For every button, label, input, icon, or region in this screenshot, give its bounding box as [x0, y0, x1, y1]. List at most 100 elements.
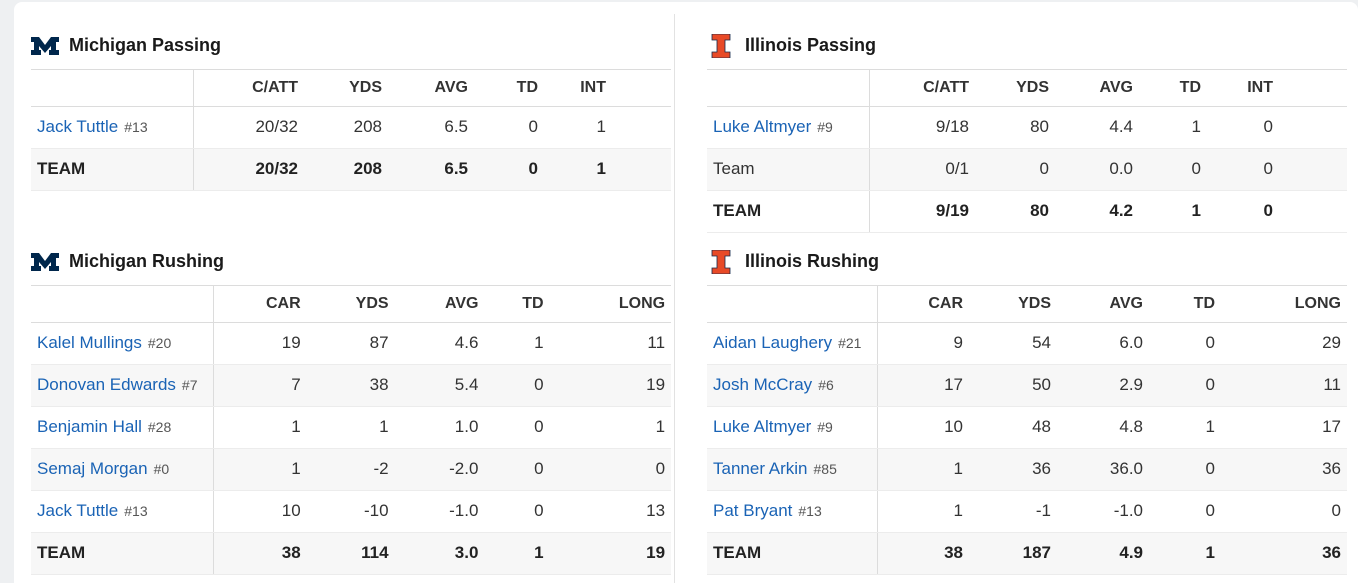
col-header: CAR [213, 286, 301, 323]
stat-cell: 0.0 [1049, 148, 1133, 191]
stat-cell: 80 [969, 106, 1049, 149]
stat-cell: 7 [213, 364, 301, 407]
team-total-row: TEAM 20/32 208 6.5 0 1 [31, 148, 671, 191]
team-label: TEAM [31, 532, 215, 575]
stat-cell: 1 [300, 406, 389, 449]
player-link[interactable]: Benjamin Hall [37, 417, 142, 436]
stat-cell: 1 [213, 448, 301, 491]
col-header: YDS [969, 70, 1049, 107]
stat-cell: 38 [877, 532, 963, 575]
col-header: C/ATT [869, 70, 969, 107]
player-link[interactable]: Jack Tuttle [37, 117, 119, 136]
team-row-label: Team [713, 159, 755, 178]
illinois-passing-table: C/ATT YDS AVG TD INT Luke Altmyer #9 9/18… [707, 70, 1347, 233]
stat-cell: 0 [969, 148, 1049, 191]
stat-cell: 1 [213, 406, 301, 449]
stat-cell: 38 [213, 532, 301, 575]
col-header: TD [478, 286, 544, 323]
stat-cell: 87 [300, 322, 389, 365]
section-title-text: Illinois Rushing [745, 251, 879, 271]
stat-cell: 3.0 [388, 532, 479, 575]
stat-cell: 1 [1143, 532, 1215, 575]
illinois-passing-title: Illinois Passing [707, 22, 1347, 70]
jersey-number: #9 [817, 119, 833, 135]
stat-cell: 187 [963, 532, 1051, 575]
stat-cell: 5.4 [388, 364, 479, 407]
stat-cell: 9/19 [869, 190, 969, 233]
stat-cell: 19 [543, 532, 666, 575]
stat-cell: 1 [538, 106, 606, 149]
stat-cell: 0 [1143, 490, 1215, 533]
col-header: TD [1143, 286, 1215, 323]
stat-cell: 1.0 [388, 406, 479, 449]
col-header: C/ATT [193, 70, 298, 107]
col-header: LONG [1215, 286, 1341, 323]
col-header: LONG [543, 286, 666, 323]
col-header: YDS [300, 286, 389, 323]
stat-cell: 0 [1133, 148, 1201, 191]
col-header: YDS [298, 70, 382, 107]
player-link[interactable]: Pat Bryant [713, 501, 793, 520]
table-row: Donovan Edwards #7 7 38 5.4 0 19 [31, 364, 671, 407]
jersey-number: #13 [798, 503, 822, 519]
stat-cell: 11 [543, 322, 666, 365]
illinois-rushing-title: Illinois Rushing [707, 238, 1347, 286]
player-link[interactable]: Donovan Edwards [37, 375, 176, 394]
player-link[interactable]: Luke Altmyer [713, 117, 812, 136]
team-total-row: TEAM 9/19 80 4.2 1 0 [707, 190, 1347, 233]
col-header: AVG [1049, 70, 1133, 107]
illinois-block-i-icon [711, 33, 731, 58]
illinois-rushing-section: Illinois Rushing CAR YDS AVG TD LONG Aid… [707, 238, 1347, 575]
stat-cell: 10 [213, 490, 301, 533]
jersey-number: #28 [147, 419, 172, 435]
stat-cell: 1 [478, 322, 544, 365]
jersey-number: #20 [147, 335, 172, 351]
team-label: TEAM [707, 532, 878, 575]
stat-cell: 20/32 [193, 148, 298, 191]
stat-cell: 48 [963, 406, 1051, 449]
team-total-row: TEAM 38 187 4.9 1 36 [707, 532, 1347, 575]
stat-cell: 0 [468, 148, 538, 191]
player-link[interactable]: Semaj Morgan [37, 459, 148, 478]
player-link[interactable]: Kalel Mullings [37, 333, 142, 352]
stat-cell: 36.0 [1051, 448, 1143, 491]
col-header: TD [1133, 70, 1201, 107]
player-link[interactable]: Tanner Arkin [713, 459, 808, 478]
michigan-rushing-title: Michigan Rushing [31, 238, 671, 286]
stat-cell: 4.8 [1051, 406, 1143, 449]
stat-cell: 6.5 [382, 148, 468, 191]
stat-cell: 0 [478, 448, 544, 491]
stat-cell: -2 [300, 448, 389, 491]
stat-cell: -1 [963, 490, 1051, 533]
stat-cell: 4.6 [388, 322, 479, 365]
stat-cell: 0 [468, 106, 538, 149]
illinois-rushing-table: CAR YDS AVG TD LONG Aidan Laughery #21 9 … [707, 286, 1347, 575]
stat-cell: 0 [1201, 190, 1273, 233]
table-row: Tanner Arkin #85 1 36 36.0 0 36 [707, 448, 1347, 491]
stat-cell: 0 [478, 490, 544, 533]
illinois-passing-section: Illinois Passing C/ATT YDS AVG TD INT Lu… [707, 22, 1347, 233]
stat-cell: 9/18 [869, 106, 969, 149]
stat-cell: 2.9 [1051, 364, 1143, 407]
team-label: TEAM [31, 148, 194, 191]
col-header: TD [468, 70, 538, 107]
jersey-number: #9 [817, 419, 833, 435]
stat-cell: 0 [478, 364, 544, 407]
table-row: Luke Altmyer #9 9/18 80 4.4 1 0 [707, 106, 1347, 149]
stat-cell: 0 [1143, 448, 1215, 491]
stat-cell: -10 [300, 490, 389, 533]
michigan-passing-title: Michigan Passing [31, 22, 671, 70]
jersey-number: #85 [813, 461, 837, 477]
team-total-row: TEAM 38 114 3.0 1 19 [31, 532, 671, 575]
table-row: Semaj Morgan #0 1 -2 -2.0 0 0 [31, 448, 671, 491]
stat-cell: 0 [478, 406, 544, 449]
col-header: CAR [877, 286, 963, 323]
stat-cell: 29 [1215, 322, 1341, 365]
player-link[interactable]: Jack Tuttle [37, 501, 119, 520]
player-link[interactable]: Josh McCray [713, 375, 813, 394]
stat-cell: 4.2 [1049, 190, 1133, 233]
player-link[interactable]: Luke Altmyer [713, 417, 812, 436]
player-link[interactable]: Aidan Laughery [713, 333, 833, 352]
jersey-number: #0 [153, 461, 170, 477]
col-header: INT [538, 70, 606, 107]
